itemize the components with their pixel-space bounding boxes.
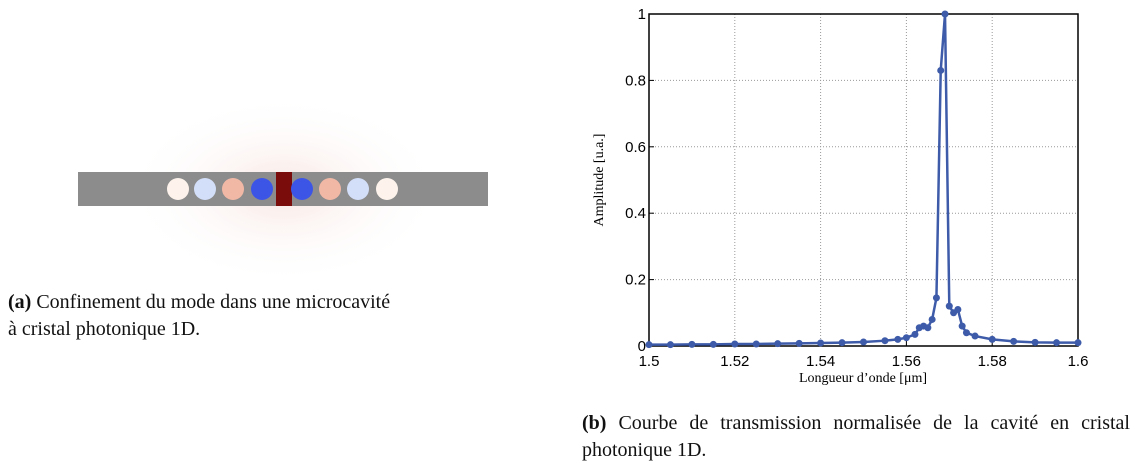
data-point <box>860 338 867 346</box>
hole <box>376 178 398 200</box>
x-tick-label: 1.5 <box>639 353 660 370</box>
data-point <box>945 302 953 310</box>
hole <box>347 178 369 200</box>
data-point <box>817 339 825 347</box>
data-point <box>881 337 889 345</box>
data-point <box>954 305 962 313</box>
data-point <box>932 294 940 302</box>
data-point <box>688 340 696 348</box>
y-axis-label: Amplitude [u.a.] <box>592 134 607 227</box>
caption-label: (b) <box>582 412 607 434</box>
data-point <box>666 341 674 349</box>
data-point <box>1031 338 1039 346</box>
data-point <box>838 339 846 347</box>
chart: Longueur d’onde [μm] Amplitude [u.a.] 0 0… <box>592 6 1089 386</box>
data-point <box>962 329 970 337</box>
x-tick-label: 1.56 <box>892 353 921 370</box>
data-point <box>988 335 996 343</box>
data-point <box>1074 339 1082 347</box>
hole <box>167 178 189 200</box>
data-point <box>795 339 803 347</box>
x-tick-label: 1.54 <box>806 353 835 370</box>
caption-a: (a) Confinement du mode dans une microca… <box>8 289 398 343</box>
data-point <box>902 334 910 342</box>
hole <box>251 178 273 200</box>
data-point <box>774 340 782 348</box>
data-point <box>971 332 979 340</box>
data-point <box>937 66 945 74</box>
hole <box>291 178 313 200</box>
data-point <box>752 340 760 348</box>
data-point <box>645 341 653 349</box>
data-point <box>731 340 739 348</box>
data-point <box>941 10 949 18</box>
cavity-image <box>78 95 488 280</box>
caption-b: (b) Courbe de transmission normalisée de… <box>582 410 1130 464</box>
data-point <box>1053 339 1061 347</box>
hole <box>222 178 244 200</box>
hole <box>194 178 216 200</box>
x-axis-label: Longueur d’onde [μm] <box>799 371 927 386</box>
y-tick-label: 0.6 <box>625 139 646 156</box>
y-tick-label: 0.2 <box>625 272 646 289</box>
data-line <box>649 13 1078 346</box>
caption-text: Courbe de transmission normalisée de la … <box>582 412 1130 461</box>
data-point <box>958 322 966 330</box>
cavity-center <box>276 172 292 206</box>
y-tick-label: 0.8 <box>625 72 646 89</box>
plot-frame <box>648 13 1079 347</box>
data-point <box>894 335 902 343</box>
x-tick-label: 1.6 <box>1068 353 1089 370</box>
caption-label: (a) <box>8 291 32 313</box>
y-tick-label: 0 <box>638 338 646 355</box>
data-point <box>1010 337 1018 345</box>
y-tick-label: 1 <box>638 6 646 23</box>
data-point <box>911 330 919 338</box>
data-point <box>924 324 932 332</box>
data-point <box>709 340 717 348</box>
y-tick-label: 0.4 <box>625 205 646 222</box>
x-tick-label: 1.52 <box>720 353 749 370</box>
hole <box>319 178 341 200</box>
data-point <box>928 315 936 323</box>
caption-text: Confinement du mode dans une microcavité… <box>8 291 391 340</box>
x-tick-label: 1.58 <box>978 353 1007 370</box>
